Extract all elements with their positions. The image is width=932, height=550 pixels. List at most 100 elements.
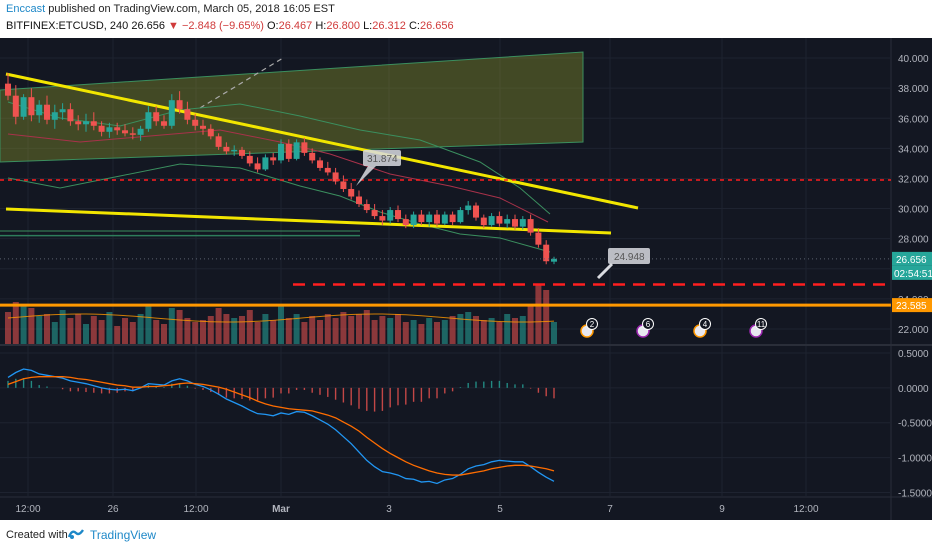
time-tick-label: 12:00	[183, 504, 208, 515]
candle-body	[5, 83, 11, 96]
candle-body	[371, 210, 378, 217]
volume-bar	[551, 322, 557, 344]
candle-body	[324, 167, 331, 173]
drawings[interactable]	[0, 51, 639, 253]
candle-body	[426, 214, 433, 223]
chart-area[interactable]: 22.00024.00026.00028.00030.00032.00034.0…	[0, 38, 932, 520]
price-tick-label: 30.000	[898, 205, 929, 216]
candle-body	[402, 219, 409, 226]
volume-bar	[426, 318, 433, 344]
event-count-badge	[586, 318, 598, 330]
candle-body	[473, 205, 479, 218]
candle-body	[496, 216, 503, 224]
volume-bar	[371, 320, 378, 344]
tradingview-logo-icon	[68, 529, 84, 539]
volume-bar	[379, 316, 386, 344]
chart-svg[interactable]: 22.00024.00026.00028.00030.00032.00034.0…	[0, 38, 932, 520]
lower-band	[7, 163, 551, 253]
macd-tick-label: 0.0000	[898, 384, 929, 395]
volume-bars	[5, 284, 557, 344]
author-link[interactable]: Enccast	[6, 3, 46, 15]
callout-low-pointer	[596, 262, 614, 280]
candle-body	[387, 210, 394, 221]
volume-bar	[395, 314, 401, 344]
time-tick-label: 5	[497, 504, 503, 515]
callout-low-bg	[608, 248, 650, 264]
candle-body	[137, 128, 144, 135]
volume-bar	[410, 320, 417, 344]
volume-bar	[465, 312, 472, 344]
candle-body	[51, 112, 58, 120]
volume-bar	[387, 318, 394, 344]
volume-bar	[473, 316, 479, 344]
volume-bar	[402, 322, 409, 344]
candle-body	[246, 155, 253, 164]
volume-bar	[176, 310, 183, 344]
candle-body	[67, 109, 74, 122]
event-count-badge	[755, 318, 767, 330]
candle-body	[223, 146, 230, 152]
candle-body	[356, 196, 362, 205]
candle-body	[457, 210, 464, 223]
candle-body	[317, 160, 323, 168]
volume-bar	[519, 316, 526, 344]
high-label: H:	[315, 20, 327, 32]
levels[interactable]	[0, 179, 891, 307]
volume-bar	[231, 318, 238, 344]
candle-body	[207, 128, 214, 137]
price-tick-label: 38.000	[898, 84, 929, 95]
candle-body	[551, 258, 557, 262]
volume-bar	[223, 314, 230, 344]
volume-bar	[184, 318, 191, 344]
volume-bar	[535, 284, 542, 344]
candle-body	[379, 216, 386, 221]
volume-bar	[301, 322, 308, 344]
candle-body	[395, 210, 401, 220]
candle-body	[98, 125, 105, 132]
lower-trendline	[5, 207, 612, 235]
candle-body	[434, 214, 440, 224]
volume-bar	[449, 316, 456, 344]
volume-bar	[90, 316, 97, 344]
callout-high: 31.874	[367, 154, 398, 165]
volume-bar	[543, 290, 550, 344]
volume-bar	[28, 308, 35, 344]
volume-bar	[418, 324, 425, 344]
candle-body	[278, 143, 284, 161]
volume-bar	[285, 318, 292, 344]
macd-tick-label: 0.5000	[898, 349, 929, 360]
macd-pane	[7, 368, 555, 485]
volume-bar	[262, 314, 269, 344]
volume-bar	[270, 320, 277, 344]
support-price-tag: 23.585	[896, 301, 927, 312]
candle-body	[122, 130, 128, 134]
time-tick-label: 12:00	[15, 504, 40, 515]
candle-body	[535, 232, 542, 245]
volume-bar	[20, 304, 27, 344]
price-tick-label: 22.000	[898, 325, 929, 336]
volume-bar	[207, 316, 214, 344]
volume-bar	[192, 322, 199, 344]
candle-body	[285, 143, 292, 159]
volume-bar	[200, 320, 206, 344]
countdown-tag-bg	[892, 265, 932, 280]
candle-body	[543, 244, 550, 262]
close-value: 26.656	[419, 20, 454, 32]
macd-tick-label: -1.0000	[898, 454, 932, 465]
published-text: published on TradingView.com, March 05, …	[48, 3, 335, 15]
footer: Created with TradingView	[0, 520, 932, 550]
volume-bar	[122, 318, 128, 344]
macd-line	[7, 368, 555, 485]
price-tick-label: 28.000	[898, 235, 929, 246]
candle-body	[184, 109, 191, 120]
open-value: 26.467	[278, 20, 313, 32]
tradingview-brand[interactable]: TradingView	[90, 528, 157, 542]
price-tick-label: 32.000	[898, 174, 929, 185]
price-tick-label: 40.000	[898, 54, 929, 65]
candle-body	[512, 219, 518, 227]
candle-body	[504, 219, 511, 224]
time-tick-label: 7	[607, 504, 613, 515]
candle-body	[231, 149, 238, 152]
candle-body	[309, 152, 316, 161]
volume-bar	[441, 320, 448, 344]
